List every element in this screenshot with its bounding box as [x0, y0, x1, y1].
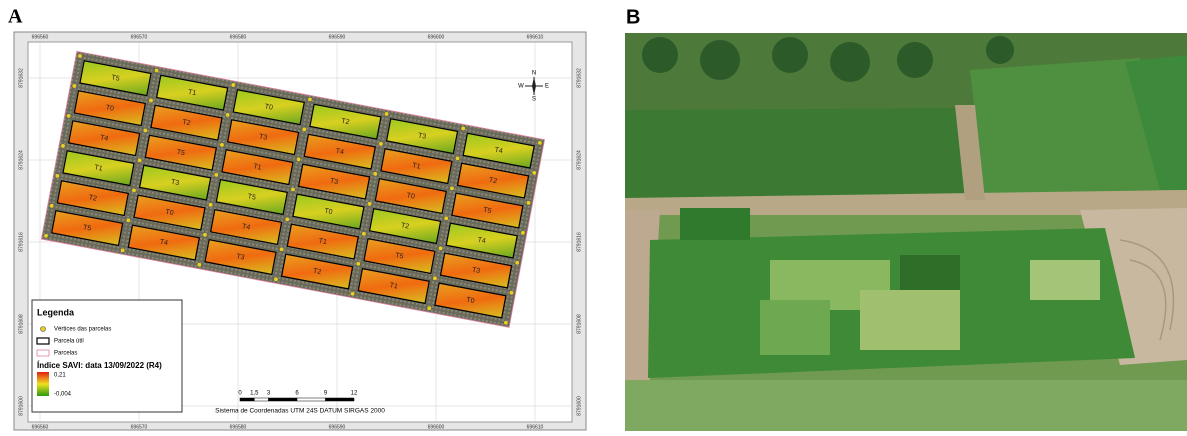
coordinate-system: Sistema de Coordenadas UTM 24S DATUM SIR… [215, 408, 385, 415]
y-coordinate: 8791600 [576, 396, 582, 416]
east-label: E [545, 84, 549, 90]
x-coordinate: 696610 [527, 424, 544, 430]
x-coordinate: 696570 [131, 424, 148, 430]
scale-segment [297, 398, 326, 401]
y-coordinate: 8791616 [18, 232, 24, 252]
x-coordinate: 696600 [428, 34, 445, 40]
y-coordinate: 8791624 [576, 150, 582, 170]
west-label: W [518, 84, 524, 90]
x-coordinate: 696590 [329, 34, 346, 40]
legend-title: Legenda [37, 307, 75, 317]
scale-label: 12 [351, 391, 358, 397]
scale-label: 1,5 [250, 391, 259, 397]
north-label: N [532, 71, 536, 77]
y-coordinate: 8791632 [576, 68, 582, 88]
legend-savi-title: Índice SAVI: data 13/09/2022 (R4) [37, 361, 162, 370]
panel-label: B [626, 6, 640, 28]
panel-label: A [8, 6, 23, 28]
y-coordinate: 8791632 [18, 68, 24, 88]
x-coordinate: 696560 [32, 34, 49, 40]
scale-segment [326, 398, 355, 401]
y-coordinate: 8791608 [576, 314, 582, 334]
legend-item: Vértices das parcelas [54, 327, 111, 333]
y-coordinate: 8791616 [576, 232, 582, 252]
figure: A 696560 696560 696570 696570 696580 696580 69… [0, 0, 1187, 431]
y-coordinate: 8791608 [18, 314, 24, 334]
savi-min: -0,004 [54, 392, 72, 398]
y-coordinate: 8791624 [18, 150, 24, 170]
x-coordinate: 696570 [131, 34, 148, 40]
x-coordinate: 696600 [428, 424, 445, 430]
savi-max: 0,21 [54, 373, 66, 379]
legend-symbol [41, 327, 46, 332]
x-coordinate: 696610 [527, 34, 544, 40]
savi-ramp [37, 372, 49, 396]
south-label: S [532, 97, 536, 103]
scale-segment [240, 398, 254, 401]
legend-item: Parcelas [54, 351, 77, 357]
scale-segment [269, 398, 298, 401]
legend-item: Parcela útil [54, 339, 84, 345]
x-coordinate: 696560 [32, 424, 49, 430]
legend: Legenda Vértices das parcelas Parcela út… [32, 300, 182, 412]
y-coordinate: 8791600 [18, 396, 24, 416]
aerial-photo [625, 33, 1187, 431]
x-coordinate: 696590 [329, 424, 346, 430]
x-coordinate: 696580 [230, 34, 247, 40]
scale-segment [254, 398, 268, 401]
x-coordinate: 696580 [230, 424, 247, 430]
